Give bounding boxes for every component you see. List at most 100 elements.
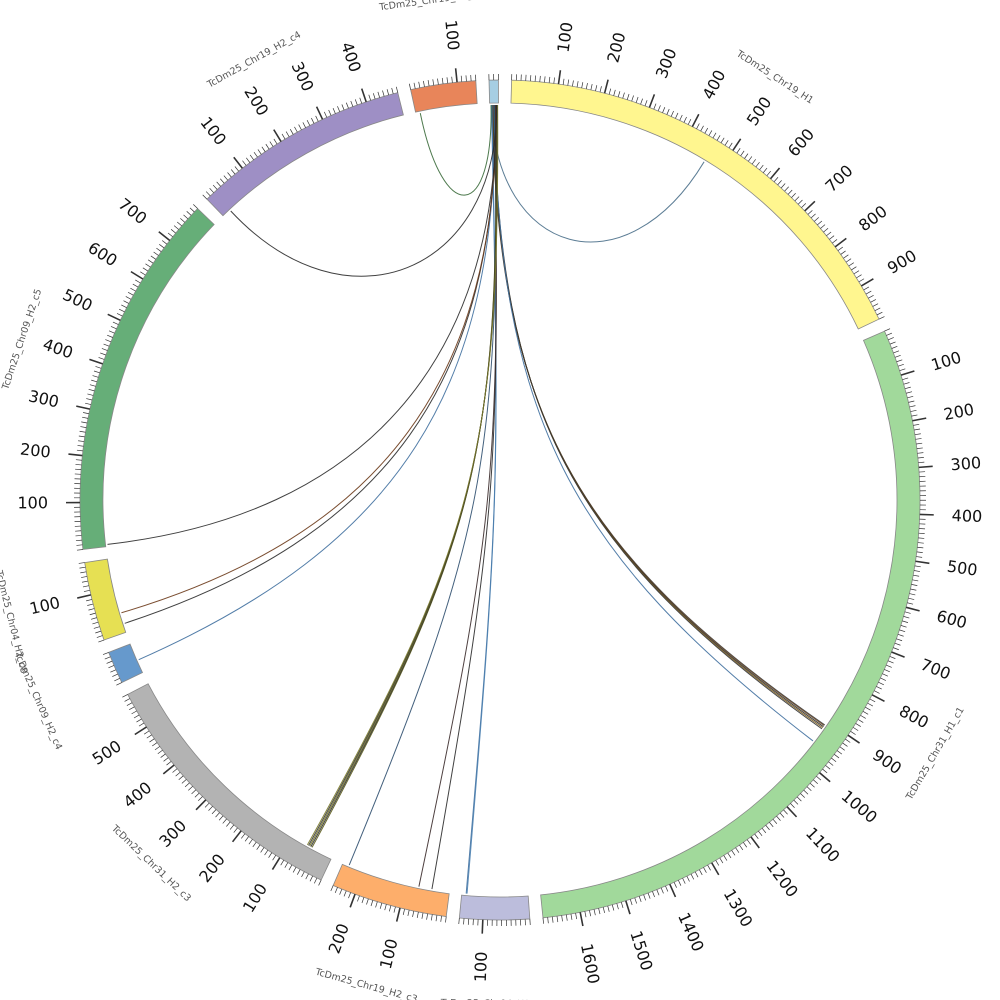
minor-tick xyxy=(869,698,876,703)
minor-tick xyxy=(908,597,915,600)
segment-tcdm25-chr19-h2-c4 xyxy=(206,92,404,217)
minor-tick xyxy=(78,440,85,442)
tick-label: 700 xyxy=(821,161,856,196)
tick-label: 200 xyxy=(603,30,629,64)
minor-tick xyxy=(86,398,93,401)
major-tick xyxy=(271,857,281,870)
minor-tick xyxy=(79,430,86,433)
tick-label: 400 xyxy=(699,67,730,103)
minor-tick xyxy=(252,841,257,848)
minor-tick xyxy=(170,229,176,234)
minor-tick xyxy=(542,917,544,924)
tick-label: 400 xyxy=(120,778,156,812)
minor-tick xyxy=(553,77,555,84)
minor-tick xyxy=(127,291,134,296)
minor-tick xyxy=(918,461,925,464)
segment-tcdm25-chr19-h2-c3 xyxy=(332,863,450,917)
minor-tick xyxy=(880,677,887,681)
major-tick xyxy=(786,806,798,818)
minor-tick xyxy=(544,76,546,83)
minor-tick xyxy=(699,869,703,876)
tick-label: 300 xyxy=(287,59,317,95)
minor-tick xyxy=(265,143,270,150)
tick-label: 100 xyxy=(196,113,230,149)
minor-tick xyxy=(311,117,315,124)
minor-tick xyxy=(644,100,648,106)
minor-tick xyxy=(874,690,880,694)
minor-tick xyxy=(629,899,633,906)
minor-tick xyxy=(731,850,736,856)
tick-label: 1600 xyxy=(577,942,603,986)
minor-tick xyxy=(423,80,425,87)
tick-label: 900 xyxy=(884,246,920,278)
minor-tick xyxy=(98,357,105,360)
minor-tick xyxy=(186,211,192,216)
minor-tick xyxy=(87,603,94,606)
minor-tick xyxy=(803,789,809,795)
minor-tick xyxy=(160,753,166,758)
minor-tick xyxy=(135,279,141,284)
minor-tick xyxy=(570,913,573,920)
minor-tick xyxy=(142,267,149,272)
major-tick xyxy=(891,651,905,658)
major-tick xyxy=(360,88,367,103)
minor-tick xyxy=(368,94,371,101)
tick-label: 1500 xyxy=(626,928,656,973)
minor-tick xyxy=(690,873,695,880)
minor-tick xyxy=(769,822,774,828)
minor-tick xyxy=(91,379,98,383)
minor-tick xyxy=(909,405,916,408)
minor-tick xyxy=(184,782,190,788)
minor-tick xyxy=(441,77,444,84)
minor-tick xyxy=(720,137,725,144)
major-tick xyxy=(912,417,927,422)
minor-tick xyxy=(205,191,211,197)
minor-tick xyxy=(446,77,449,84)
minor-tick xyxy=(78,435,85,438)
minor-tick xyxy=(551,916,554,923)
minor-tick xyxy=(829,235,835,240)
minor-tick xyxy=(916,447,923,450)
major-tick xyxy=(107,313,121,322)
minor-tick xyxy=(96,635,103,638)
minor-tick xyxy=(872,303,879,307)
minor-tick xyxy=(124,698,131,702)
minor-tick xyxy=(136,718,142,723)
minor-tick xyxy=(163,757,169,762)
minor-tick xyxy=(215,812,220,818)
minor-tick xyxy=(313,877,318,884)
minor-tick xyxy=(437,78,439,85)
minor-tick xyxy=(194,792,200,798)
minor-tick xyxy=(766,170,771,176)
minor-tick xyxy=(386,89,390,96)
minor-tick xyxy=(227,172,232,178)
segment-tcdm25-chr31-h2-c3 xyxy=(127,683,332,881)
minor-tick xyxy=(914,433,921,436)
minor-tick xyxy=(678,880,682,886)
minor-tick xyxy=(377,91,380,98)
minor-tick xyxy=(82,416,89,419)
minor-tick xyxy=(634,897,637,904)
minor-tick xyxy=(902,377,909,380)
minor-tick xyxy=(354,99,358,106)
minor-tick xyxy=(727,852,732,859)
minor-tick xyxy=(161,240,168,245)
tick-label: 300 xyxy=(652,46,681,81)
tick-label: 600 xyxy=(935,606,969,632)
minor-tick xyxy=(244,836,249,842)
tick-label: 500 xyxy=(946,556,979,579)
minor-tick xyxy=(306,120,311,126)
minor-tick xyxy=(806,786,812,792)
minor-tick xyxy=(724,140,729,146)
minor-tick xyxy=(430,914,433,921)
minor-tick xyxy=(298,124,302,131)
minor-tick xyxy=(451,76,453,83)
tick-label: 400 xyxy=(951,506,982,526)
minor-tick xyxy=(584,911,587,918)
major-tick xyxy=(195,799,207,811)
minor-tick xyxy=(567,79,570,86)
minor-tick xyxy=(260,847,265,853)
minor-tick xyxy=(95,366,102,369)
minor-tick xyxy=(842,742,848,747)
minor-tick xyxy=(248,839,253,845)
